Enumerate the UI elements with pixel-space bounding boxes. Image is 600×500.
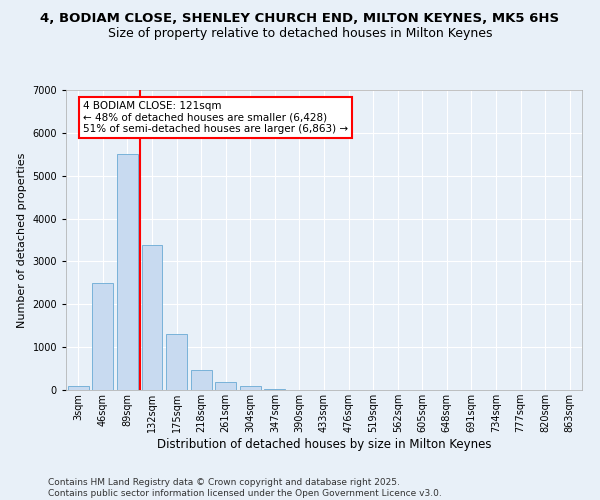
Bar [191,370,212,390]
Text: Contains HM Land Registry data © Crown copyright and database right 2025.
Contai: Contains HM Land Registry data © Crown c… [48,478,442,498]
Text: 4 BODIAM CLOSE: 121sqm
← 48% of detached houses are smaller (6,428)
51% of semi-: 4 BODIAM CLOSE: 121sqm ← 48% of detached… [83,100,349,134]
Bar [68,386,89,390]
Y-axis label: Number of detached properties: Number of detached properties [17,152,27,328]
Bar [117,154,138,390]
Bar [215,382,236,390]
Bar [142,245,163,390]
Bar [92,283,113,390]
Bar [265,388,286,390]
Bar [166,334,187,390]
X-axis label: Distribution of detached houses by size in Milton Keynes: Distribution of detached houses by size … [157,438,491,451]
Text: Size of property relative to detached houses in Milton Keynes: Size of property relative to detached ho… [108,28,492,40]
Bar [240,386,261,390]
Text: 4, BODIAM CLOSE, SHENLEY CHURCH END, MILTON KEYNES, MK5 6HS: 4, BODIAM CLOSE, SHENLEY CHURCH END, MIL… [40,12,560,26]
